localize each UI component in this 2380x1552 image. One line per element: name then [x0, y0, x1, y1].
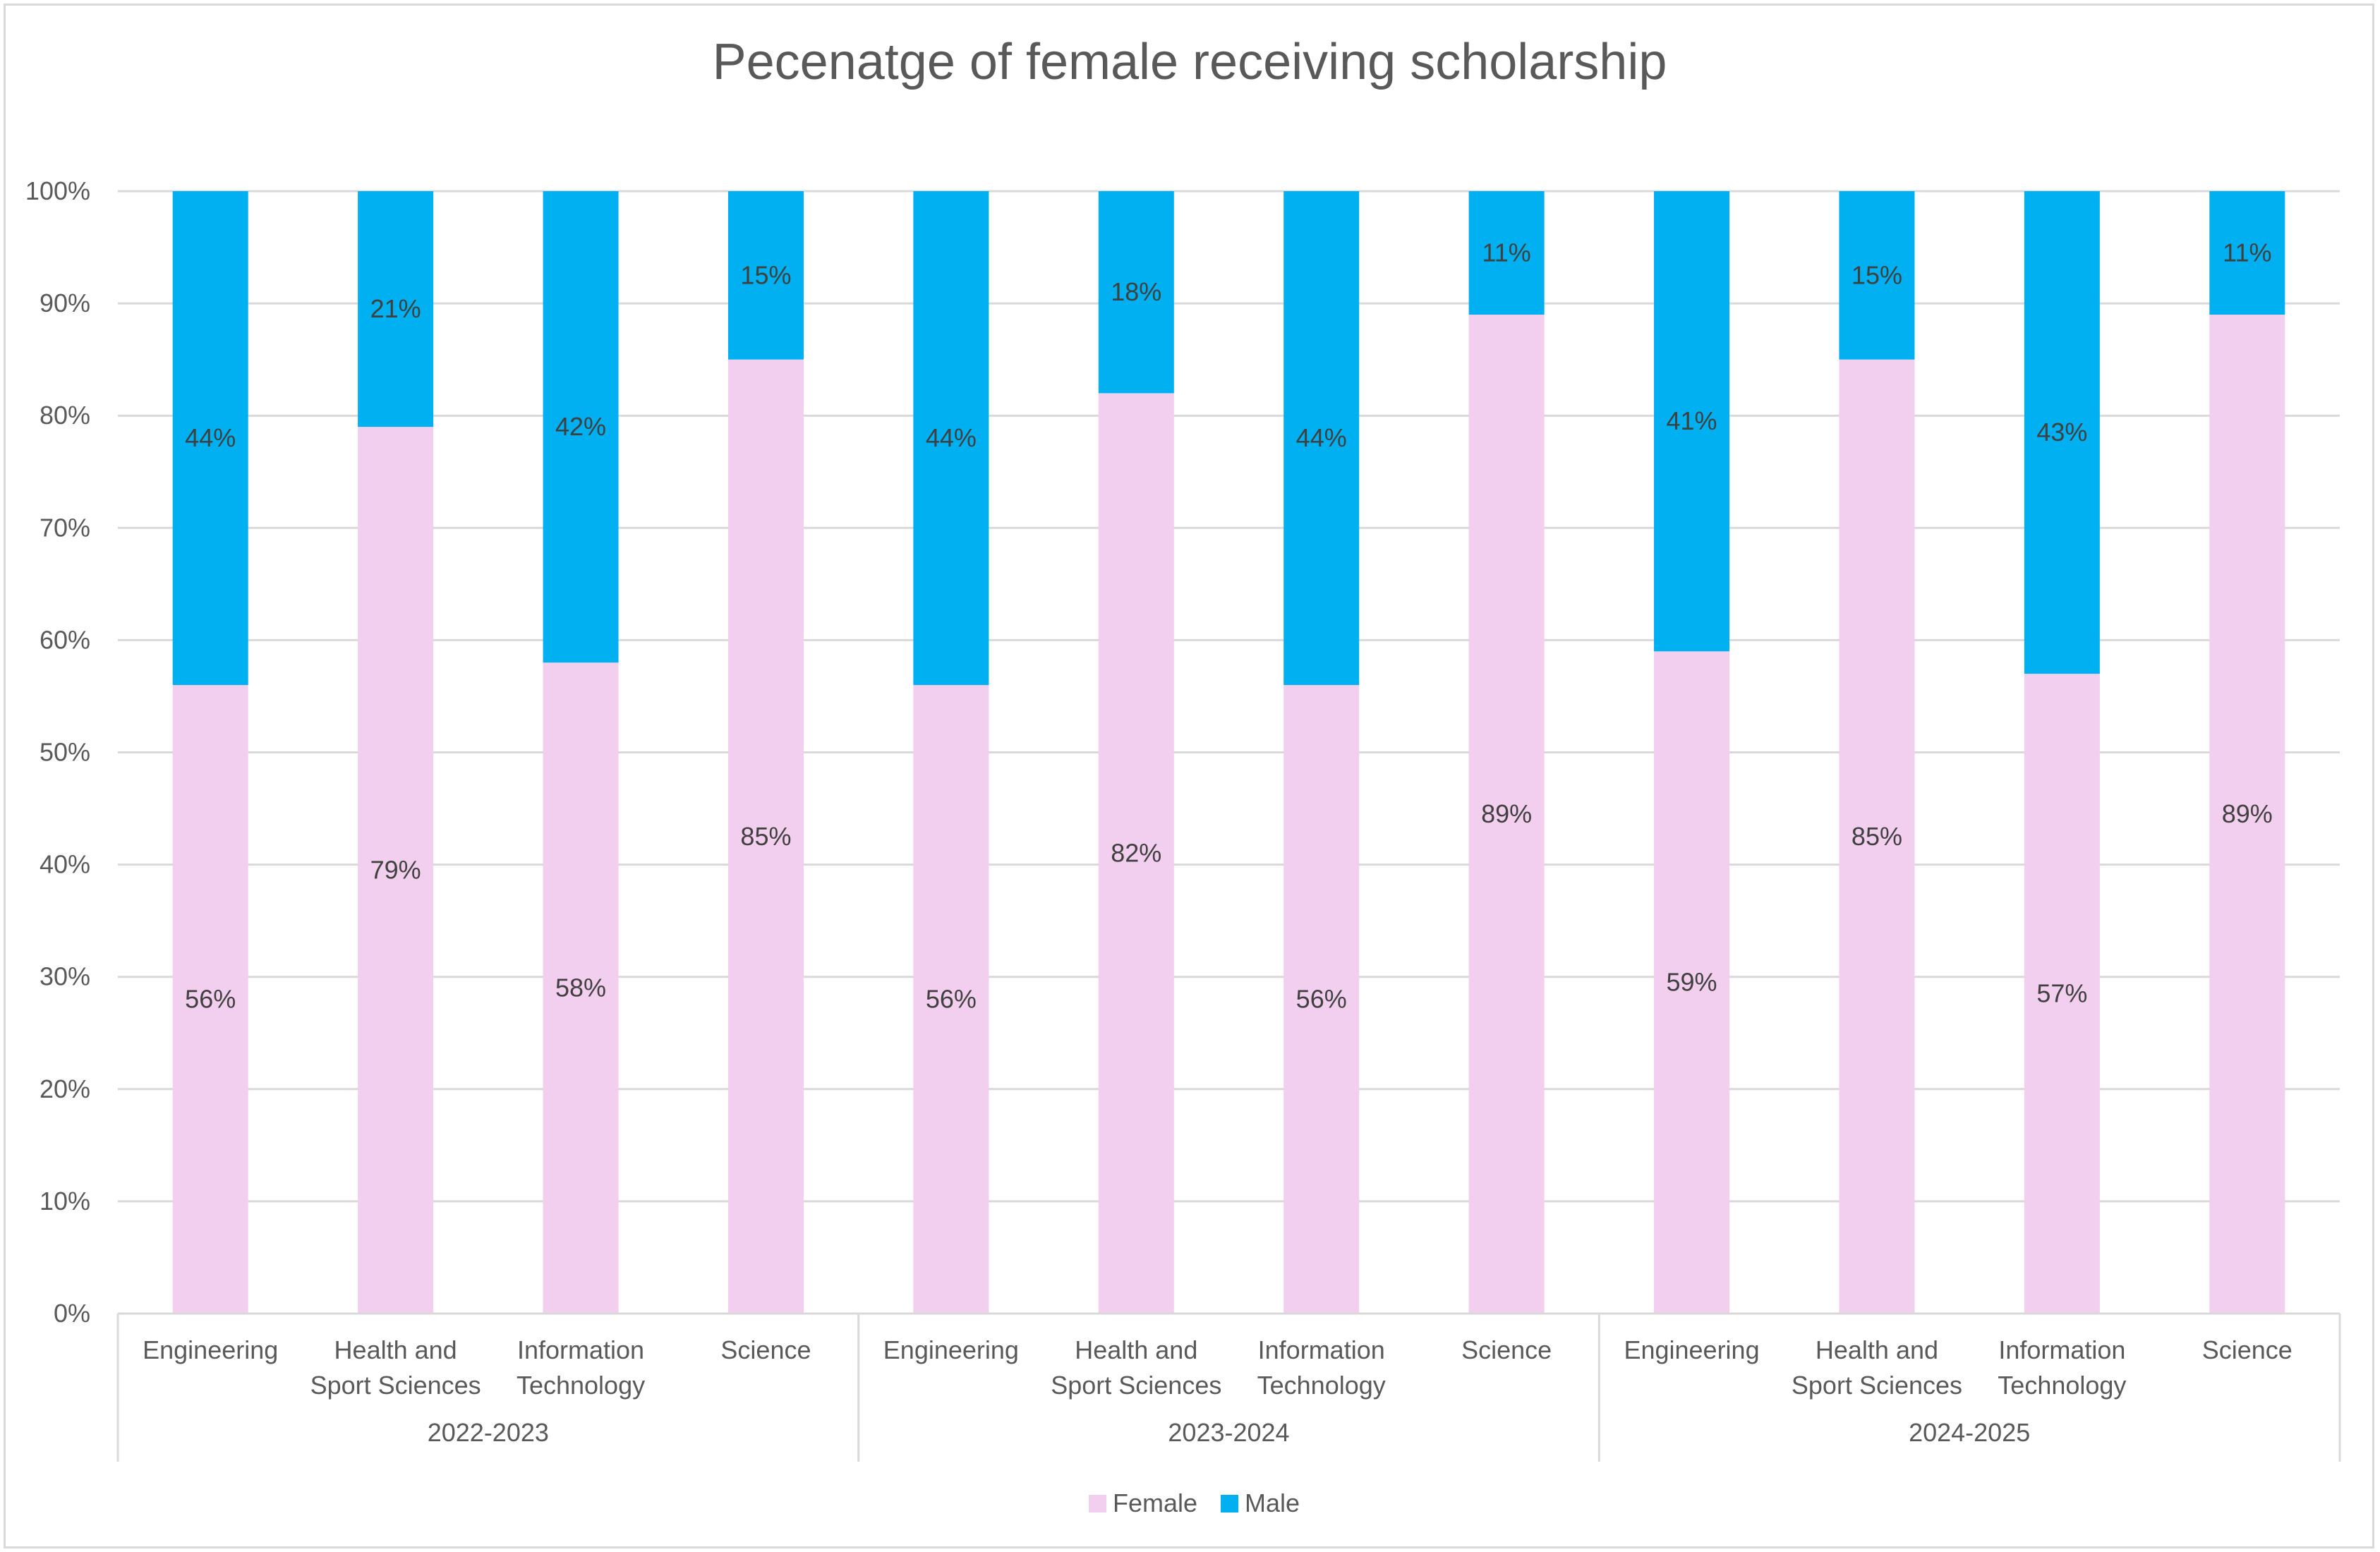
- data-label-female: 56%: [926, 985, 977, 1014]
- bar-female: [913, 685, 989, 1314]
- data-label-male: 44%: [185, 423, 236, 452]
- bar-male: [358, 191, 434, 428]
- y-tick-label: 50%: [40, 738, 90, 767]
- bar-male: [1283, 191, 1360, 686]
- legend-swatch-male: [1221, 1495, 1238, 1512]
- x-category-label: Engineering: [883, 1335, 1019, 1364]
- data-label-female: 57%: [2036, 979, 2087, 1008]
- x-category-label: Information Technology: [1998, 1335, 2126, 1400]
- bar-male: [172, 191, 248, 686]
- data-label-female: 56%: [185, 985, 236, 1014]
- y-tick-label: 90%: [40, 289, 90, 317]
- bar-female: [1098, 393, 1174, 1314]
- bar-female: [1283, 685, 1360, 1314]
- legend: Female Male: [1089, 1489, 1300, 1517]
- data-label-male: 43%: [2036, 418, 2087, 447]
- bar-female: [1654, 651, 1730, 1314]
- bar-male: [543, 191, 619, 663]
- data-label-male: 44%: [1296, 423, 1347, 452]
- x-category-label: Information Technology: [1257, 1335, 1386, 1400]
- data-label-female: 85%: [1852, 822, 1902, 851]
- data-label-female: 85%: [740, 822, 791, 851]
- data-labels: 56% 44% 79% 21% 58% 42% 85% 15% 56% 44% 82% 18% 56% 4…: [185, 238, 2273, 1014]
- y-tick-label: 70%: [40, 513, 90, 542]
- x-group-label: 2023-2024: [1168, 1418, 1289, 1447]
- bar-male: [1839, 191, 1915, 360]
- x-category-label: Health and Sport Sciences: [310, 1335, 481, 1400]
- data-label-male: 41%: [1667, 406, 1717, 435]
- bar-male: [2024, 191, 2100, 674]
- data-label-male: 21%: [370, 294, 421, 323]
- data-label-male: 18%: [1111, 277, 1161, 306]
- data-label-male: 44%: [926, 423, 977, 452]
- data-label-female: 89%: [2222, 799, 2273, 828]
- y-tick-label: 20%: [40, 1074, 90, 1103]
- bar-male: [2209, 191, 2285, 315]
- legend-label-female: Female: [1113, 1489, 1197, 1517]
- bar-female: [1839, 359, 1915, 1314]
- x-category-label: Science: [720, 1335, 811, 1364]
- legend-swatch-female: [1089, 1495, 1106, 1512]
- x-category-label: Health and Sport Sciences: [1792, 1335, 1962, 1400]
- x-category-label: Health and Sport Sciences: [1051, 1335, 1221, 1400]
- y-tick-label: 30%: [40, 962, 90, 991]
- legend-label-male: Male: [1245, 1489, 1300, 1517]
- bar-female: [1468, 315, 1545, 1314]
- data-label-male: 15%: [1852, 260, 1902, 289]
- bar-male: [1468, 191, 1545, 315]
- y-tick-label: 10%: [40, 1187, 90, 1215]
- bar-male: [727, 191, 804, 360]
- data-label-female: 82%: [1111, 839, 1161, 868]
- data-label-male: 11%: [2223, 238, 2271, 267]
- y-tick-label: 100%: [25, 176, 90, 205]
- x-category-label: Information Technology: [517, 1335, 645, 1400]
- data-label-female: 56%: [1296, 985, 1347, 1014]
- data-label-male: 11%: [1482, 238, 1530, 267]
- x-group-label: 2022-2023: [428, 1418, 549, 1447]
- bar-female: [2024, 674, 2100, 1314]
- bars: [172, 191, 2285, 1314]
- chart-title: Pecenatge of female receiving scholarshi…: [713, 34, 1667, 90]
- bar-female: [543, 662, 619, 1314]
- data-label-female: 58%: [555, 974, 606, 1002]
- bar-male: [1098, 191, 1174, 394]
- bar-male: [1654, 191, 1730, 652]
- gridlines: [118, 190, 2340, 1203]
- data-label-male: 42%: [555, 412, 606, 441]
- data-label-female: 59%: [1667, 968, 1717, 997]
- y-tick-label: 60%: [40, 625, 90, 654]
- y-tick-label: 40%: [40, 850, 90, 879]
- bar-female: [727, 359, 804, 1314]
- data-label-male: 15%: [740, 260, 791, 289]
- x-category-label: Science: [2202, 1335, 2293, 1364]
- bar-female: [2209, 315, 2285, 1314]
- x-axis: Engineering Health and Sport Sciences Infor…: [116, 1312, 2341, 1462]
- x-category-label: Engineering: [143, 1335, 278, 1364]
- data-label-female: 89%: [1481, 799, 1532, 828]
- bar-female: [172, 685, 248, 1314]
- y-tick-label: 80%: [40, 401, 90, 430]
- bar-female: [358, 427, 434, 1314]
- x-category-label: Science: [1461, 1335, 1552, 1364]
- bar-male: [913, 191, 989, 686]
- data-label-female: 79%: [370, 856, 421, 885]
- y-axis-ticks: 0% 10% 20% 30% 40% 50% 60% 70% 80% 90% 100%: [25, 176, 90, 1328]
- y-tick-label: 0%: [54, 1299, 90, 1328]
- x-group-label: 2024-2025: [1909, 1418, 2030, 1447]
- x-category-label: Engineering: [1624, 1335, 1759, 1364]
